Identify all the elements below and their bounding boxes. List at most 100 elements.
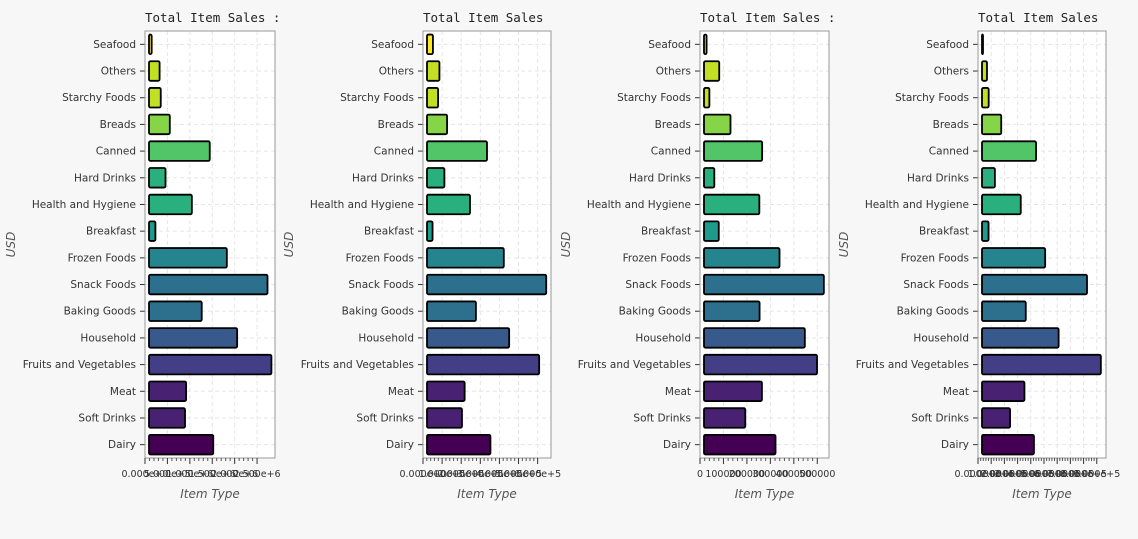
category-label: Breads [378, 119, 414, 131]
bar-fruits-and-vegetables [981, 353, 1102, 376]
x-tick-label: 0.000e+0 [121, 469, 168, 480]
bar-canned [703, 140, 764, 162]
category-label: Seafood [926, 39, 969, 51]
bar-others [148, 60, 161, 82]
x-tick-label: 400000 [776, 469, 812, 480]
category-label: Starchy Foods [340, 92, 414, 104]
category-label: Starchy Foods [617, 92, 691, 104]
bar-meat [148, 380, 188, 402]
bar-fruits-and-vegetables [703, 353, 818, 376]
bar-baking-goods [981, 300, 1027, 322]
category-label: Breads [100, 119, 136, 131]
x-axis-label: Item Type [457, 487, 517, 501]
bar-others [981, 60, 988, 82]
x-tick-label: 300000 [752, 469, 788, 480]
bar-hard-drinks [148, 167, 167, 189]
bar-household [426, 327, 511, 349]
y-axis-label: USD [4, 232, 18, 258]
bar-breads [426, 113, 448, 136]
category-label: Meat [943, 386, 969, 398]
category-label: Soft Drinks [911, 412, 969, 424]
bar-snack-foods [981, 273, 1088, 296]
category-label: Seafood [371, 39, 414, 51]
bar-dairy [426, 433, 492, 456]
category-label: Others [656, 66, 691, 78]
bar-starchy-foods [426, 87, 439, 109]
x-tick-label: 0.000e+0 [954, 469, 1001, 480]
bar-canned [981, 140, 1037, 162]
x-tick-label: 6.000e+5 [514, 469, 561, 480]
x-tick-label: 1.500e+6 [189, 469, 236, 480]
bar-baking-goods [426, 300, 477, 322]
bar-canned [426, 140, 488, 162]
bar-seafood [703, 33, 708, 56]
category-label: Canned [929, 146, 969, 158]
bar-breakfast [703, 220, 720, 242]
bar-starchy-foods [703, 87, 711, 109]
x-tick-label: 0 [697, 469, 703, 480]
plot-frame [977, 30, 1107, 459]
bar-soft-drinks [426, 407, 463, 429]
bar-health-and-hygiene [426, 193, 471, 216]
category-label: Breakfast [86, 226, 136, 238]
chart-title: Total Item Sales : [700, 10, 835, 25]
chart-panel-2: Dairy Soft Drinks Meat Fruits and Vegetable… [282, 10, 561, 501]
category-label: Others [101, 66, 136, 78]
bar-hard-drinks [981, 167, 996, 189]
bar-baking-goods [148, 300, 203, 322]
category-label: Soft Drinks [356, 412, 414, 424]
bar-dairy [703, 433, 777, 456]
category-label: Others [379, 66, 414, 78]
bar-frozen-foods [426, 247, 505, 269]
bar-soft-drinks [703, 407, 747, 429]
category-label: Fruits and Vegetables [23, 359, 136, 371]
category-label: Snack Foods [625, 279, 691, 291]
bar-dairy [981, 433, 1035, 456]
plot-frame [422, 30, 552, 459]
category-label: Household [358, 332, 414, 344]
bar-others [703, 60, 721, 82]
x-tick-label: 5.000e+5 [495, 469, 542, 480]
x-tick-label: 1.000e+5 [968, 469, 1015, 480]
x-tick-label: 2.000e+5 [438, 469, 485, 480]
bar-hard-drinks [426, 167, 446, 189]
bar-frozen-foods [148, 247, 228, 269]
x-tick-label: 7.000e+5 [1047, 469, 1094, 480]
category-label: Frozen Foods [68, 252, 136, 264]
category-label: Household [913, 332, 969, 344]
x-tick-label: 100000 [705, 469, 741, 480]
x-tick-label: 9.000e+5 [1073, 469, 1120, 480]
x-tick-label: 3.000e+5 [457, 469, 504, 480]
x-tick-label: 2.500e+6 [234, 469, 281, 480]
category-label: Dairy [941, 439, 969, 451]
x-tick-label: 5.000e+5 [144, 469, 191, 480]
x-tick-label: 4.000e+5 [476, 469, 523, 480]
x-tick-label: 200000 [729, 469, 765, 480]
category-label: Canned [651, 146, 691, 158]
category-label: Breads [933, 119, 969, 131]
bar-health-and-hygiene [981, 193, 1022, 216]
bar-soft-drinks [981, 407, 1011, 429]
x-tick-label: 6.000e+5 [1034, 469, 1081, 480]
bar-soft-drinks [148, 407, 186, 429]
category-label: Household [635, 332, 691, 344]
bar-frozen-foods [981, 247, 1047, 269]
category-label: Household [80, 332, 136, 344]
bar-fruits-and-vegetables [426, 353, 541, 376]
bar-frozen-foods [703, 247, 781, 269]
bar-health-and-hygiene [703, 193, 761, 216]
category-label: Canned [374, 146, 414, 158]
x-tick-label: 2.000e+5 [981, 469, 1028, 480]
category-label: Breakfast [641, 226, 691, 238]
y-axis-label: USD [837, 232, 851, 258]
category-label: Frozen Foods [623, 252, 691, 264]
category-label: Baking Goods [64, 306, 136, 318]
category-label: Seafood [648, 39, 691, 51]
category-label: Health and Hygiene [587, 199, 691, 211]
category-label: Hard Drinks [629, 172, 691, 184]
category-label: Soft Drinks [633, 412, 691, 424]
x-tick-label: 5.000e+5 [1020, 469, 1067, 480]
category-label: Meat [388, 386, 414, 398]
y-axis-label: USD [282, 232, 296, 258]
